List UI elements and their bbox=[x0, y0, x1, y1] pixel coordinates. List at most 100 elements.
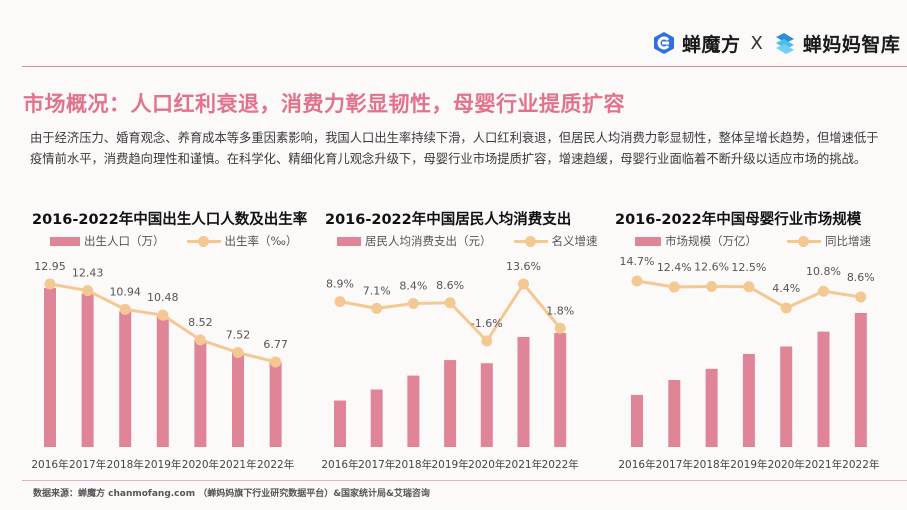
legend-bar-label: 市场规模（万亿） bbox=[665, 234, 757, 248]
bar-2017年 bbox=[370, 389, 383, 447]
brand-logos: 蝉魔方 X 蝉妈妈智库 bbox=[652, 28, 900, 58]
legend-line-swatch bbox=[513, 235, 548, 247]
bar-2022年 bbox=[269, 361, 282, 447]
x-tick-label: 2019年 bbox=[144, 458, 181, 471]
x-tick-label: 2016年 bbox=[31, 458, 68, 471]
chart-title: 2016-2022年中国居民人均消费支出 bbox=[325, 212, 572, 228]
bottom-divider bbox=[22, 480, 907, 481]
chart-legend: 市场规模（万亿） 同比增速 bbox=[635, 233, 871, 249]
line-point-2018年 bbox=[119, 303, 131, 315]
x-tick-label: 2021年 bbox=[805, 458, 842, 471]
line-point-2018年 bbox=[407, 298, 419, 309]
legend-bar-swatch bbox=[337, 236, 361, 246]
brand1-name: 蝉魔方 bbox=[682, 33, 741, 56]
data-label: 13.6% bbox=[506, 260, 541, 273]
line-point-2020年 bbox=[194, 334, 206, 346]
data-label: 8.52 bbox=[188, 316, 213, 329]
line-point-2016年 bbox=[631, 275, 643, 287]
data-label: 12.5% bbox=[731, 261, 766, 274]
bar-2020年 bbox=[480, 363, 493, 447]
legend-bar-swatch bbox=[50, 236, 80, 246]
line-point-2016年 bbox=[44, 278, 56, 290]
legend-line-swatch bbox=[186, 235, 221, 247]
x-tick-label: 2017年 bbox=[358, 458, 395, 471]
data-label: 8.6% bbox=[847, 271, 875, 284]
legend-bar-label: 居民人均消费支出（元） bbox=[365, 234, 492, 248]
bar-2021年 bbox=[517, 336, 530, 447]
brand2-name: 蝉妈妈智库 bbox=[802, 33, 901, 56]
line-point-2017年 bbox=[371, 302, 383, 314]
line-point-2019年 bbox=[157, 309, 169, 321]
line-point-2022年 bbox=[554, 322, 566, 334]
data-label: 10.48 bbox=[147, 291, 179, 304]
data-label: 6.77 bbox=[263, 338, 288, 351]
line-point-2021年 bbox=[818, 285, 829, 297]
x-tick-label: 2022年 bbox=[842, 458, 879, 471]
brand-separator: X bbox=[750, 32, 763, 54]
chanmofang-logo-icon bbox=[654, 32, 674, 54]
data-label: -1.6% bbox=[471, 317, 503, 330]
chanmama-logo-icon bbox=[775, 33, 794, 54]
chart-legend: 出生人口（万） 出生率（‰） bbox=[50, 233, 297, 249]
chart-plot: 14.7% 12.4% 12.6% 12.5%4.4%10.8% 8.6%2016年 20… bbox=[618, 255, 879, 471]
data-label: 8.9% bbox=[326, 278, 354, 291]
bar-2020年 bbox=[780, 346, 793, 447]
x-tick-label: 2022年 bbox=[542, 458, 579, 471]
line-point-2020年 bbox=[481, 335, 493, 347]
x-tick-label: 2016年 bbox=[321, 458, 358, 471]
x-tick-label: 2018年 bbox=[395, 458, 432, 471]
line-point-2021年 bbox=[518, 278, 529, 290]
bar-2018年 bbox=[705, 368, 718, 447]
line-point-2017年 bbox=[668, 281, 680, 293]
bar-2021年 bbox=[817, 331, 830, 447]
line-point-2018年 bbox=[706, 281, 718, 293]
bar-2019年 bbox=[444, 360, 457, 447]
data-label: 12.43 bbox=[72, 267, 104, 280]
x-tick-label: 2018年 bbox=[107, 458, 144, 471]
bar-2019年 bbox=[742, 353, 755, 447]
x-tick-label: 2020年 bbox=[768, 458, 805, 471]
data-label: 10.94 bbox=[109, 285, 141, 298]
chart-plot: 8.9% 7.1% 8.4% 8.6% -1.6% 13.6% 1.8% 2016年 2017年… bbox=[321, 260, 579, 471]
x-tick-label: 2018年 bbox=[693, 458, 730, 471]
bar-2017年 bbox=[81, 293, 94, 447]
bar-2022年 bbox=[554, 333, 567, 447]
x-tick-label: 2019年 bbox=[431, 458, 468, 471]
chart-title: 2016-2022年中国母婴行业市场规模 bbox=[615, 212, 862, 228]
legend-line-label: 同比增速 bbox=[825, 234, 871, 248]
data-source-footer: 数据来源：蝉魔方 chanmofang.com （蝉妈妈旗下行业研究数据平台）&… bbox=[33, 489, 430, 499]
data-label: 4.4% bbox=[772, 282, 800, 295]
data-label: 12.6% bbox=[694, 261, 729, 274]
bar-2016年 bbox=[44, 288, 56, 447]
bar-2018年 bbox=[407, 375, 420, 447]
legend-bar-swatch bbox=[635, 236, 661, 246]
bar-2017年 bbox=[668, 380, 681, 447]
line-point-2022年 bbox=[855, 291, 867, 303]
line-point-2017年 bbox=[82, 285, 94, 297]
x-tick-label: 2017年 bbox=[656, 458, 693, 471]
legend-line-label: 出生率（‰） bbox=[224, 234, 298, 248]
chart-market-size: 2016-2022年中国母婴行业市场规模 市场规模（万亿） 同比增速 14.7%… bbox=[605, 200, 895, 480]
bar-2022年 bbox=[854, 313, 867, 447]
description-text: 由于经济压力、婚育观念、养育成本等多重因素影响，我国人口出生率持续下滑，人口红利… bbox=[30, 131, 879, 166]
page-title: 市场概况：人口红利衰退，消费力彰显韧性，母婴行业提质扩容 bbox=[23, 92, 625, 116]
data-label: 7.52 bbox=[226, 329, 251, 342]
x-tick-label: 2021年 bbox=[505, 458, 542, 471]
bar-2019年 bbox=[156, 316, 169, 447]
bar-2018年 bbox=[119, 311, 132, 447]
bar-2016年 bbox=[334, 400, 346, 447]
legend-line-swatch bbox=[787, 235, 821, 247]
bar-2021年 bbox=[232, 352, 244, 447]
x-tick-label: 2019年 bbox=[730, 458, 767, 471]
x-tick-label: 2020年 bbox=[468, 458, 505, 471]
data-label: 10.8% bbox=[806, 265, 841, 278]
data-label: 12.4% bbox=[657, 261, 692, 274]
line-point-2016年 bbox=[334, 296, 346, 308]
data-label: 1.8% bbox=[546, 304, 574, 317]
line-point-2022年 bbox=[270, 356, 282, 368]
data-label: 14.7% bbox=[620, 255, 655, 268]
line-point-2019年 bbox=[743, 281, 755, 293]
chart-title: 2016-2022年中国出生人口人数及出生率 bbox=[32, 212, 308, 228]
x-tick-label: 2021年 bbox=[219, 458, 256, 471]
